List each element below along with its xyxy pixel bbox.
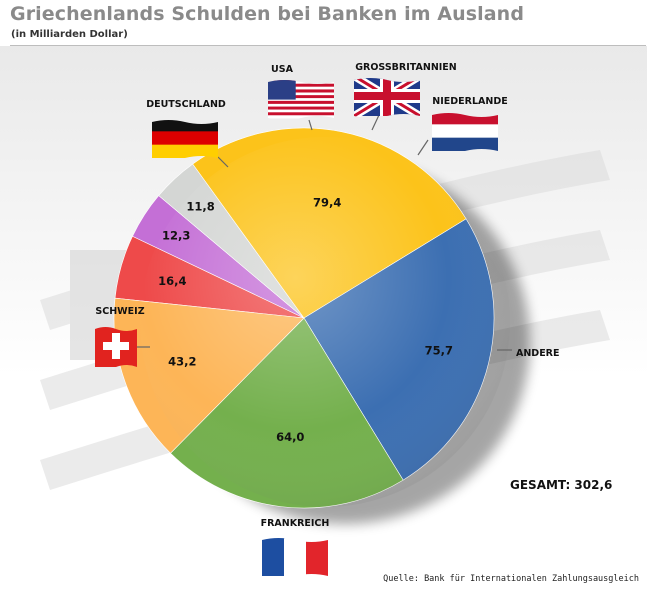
germany-flag-icon [152,120,218,158]
leader-line [308,119,313,131]
chart-title: Griechenlands Schulden bei Banken im Aus… [10,3,525,25]
netherlands-flag-icon [432,113,498,151]
category-label-frankreich: FRANKREICH [261,518,330,529]
total-label: GESAMT: 302,6 [510,478,613,492]
leader-line [417,139,429,156]
leader-line [217,156,229,168]
category-label-schweiz: SCHWEIZ [95,306,144,317]
leader-line [371,114,380,131]
category-label-usa: USA [271,64,294,75]
source-note: Quelle: Bank für Internationalen Zahlung… [383,574,639,584]
value-label-niederlande: 11,8 [186,200,214,214]
value-label-frankreich: 75,7 [425,343,453,357]
category-label-niederlande: NIEDERLANDE [432,96,507,107]
value-label-schweiz: 64,0 [276,430,304,444]
value-label-usa: 16,4 [158,274,186,288]
uk-flag-icon [354,78,420,118]
value-label-deutschland: 43,2 [168,355,196,369]
category-label-deutschland: DEUTSCHLAND [146,99,226,110]
category-label-grossbritannien: GROSSBRITANNIEN [355,62,457,73]
chart-subtitle: (in Milliarden Dollar) [11,29,128,40]
switzerland-flag-icon-body [95,327,137,367]
value-label-grossbritannien: 12,3 [162,229,190,243]
value-label-andere: 79,4 [313,196,341,210]
category-label-andere: ANDERE [516,348,559,359]
title-divider [10,45,646,46]
usa-flag-icon [268,80,334,119]
france-flag-icon [262,538,328,576]
